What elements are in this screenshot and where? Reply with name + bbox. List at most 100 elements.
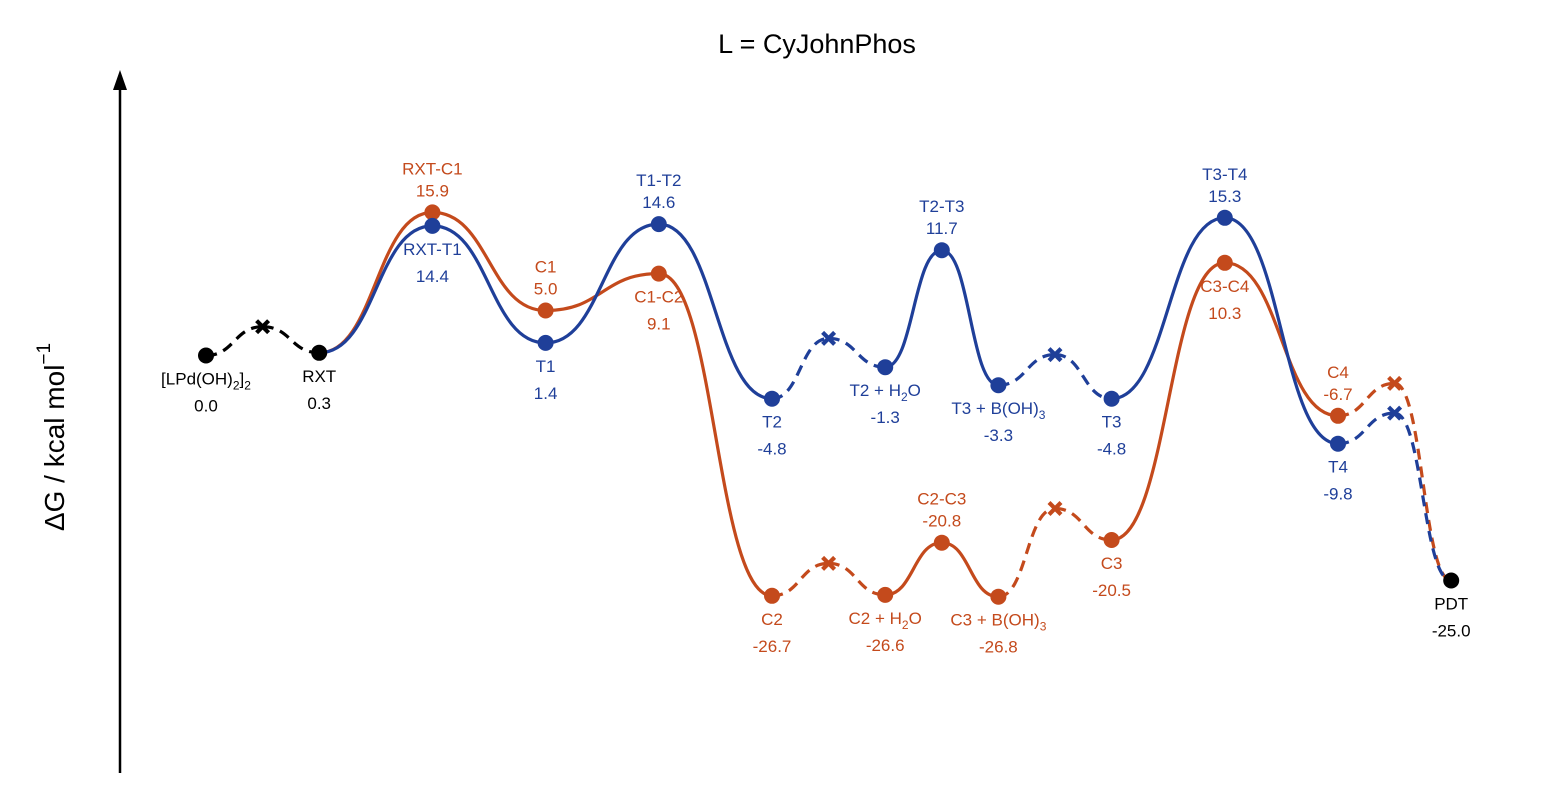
y-axis-arrowhead — [113, 70, 127, 90]
lbl-t1-t2: T1-T2 14.6 — [636, 171, 681, 212]
lbl-pdt: PDT -25.0 — [1432, 595, 1471, 641]
lbl-rxt-c1: RXT-C1 15.9 — [402, 159, 462, 200]
lbl-t3-boh3-value: -3.3 — [984, 426, 1013, 445]
orange-segment-C1-C1-C2 — [545, 272, 659, 313]
lbl-t3-boh3-name-part-1: 3 — [1039, 408, 1046, 422]
lbl-rxt-value: 0.3 — [307, 394, 331, 413]
lbl-t1-t2-value: 14.6 — [642, 193, 675, 212]
y-axis-label-group: ΔG / kcal mol−1 — [34, 343, 70, 531]
orange-point-C3-C4 — [1216, 254, 1233, 271]
blue-cross-xb3 — [1387, 405, 1403, 421]
lbl-c1-value: 5.0 — [534, 280, 558, 299]
orange-segment-C1-C2-C2 — [658, 272, 773, 598]
shared-cross-x0 — [255, 319, 271, 335]
lbl-c3-name: C3 — [1101, 554, 1123, 573]
orange-point-C1-C2 — [650, 265, 667, 282]
shared-point-PDT — [1443, 572, 1460, 589]
lbl-t2-h2o: T2 + H2O -1.3 — [849, 381, 920, 427]
lbl-rxt-c1-name: RXT-C1 — [402, 159, 462, 178]
orange-segment-xo1-C2+H2O — [828, 561, 886, 597]
lbl-t3-boh3-name-part-0: T3 + B(OH) — [951, 399, 1038, 418]
lbl-c2-h2o-name-part-2: O — [909, 609, 922, 628]
blue-point-T2-T3 — [933, 242, 950, 259]
lbl-c4-value: -6.7 — [1323, 385, 1352, 404]
lbl-t3-t4: T3-T4 15.3 — [1202, 165, 1247, 206]
lbl-c2-h2o-name: C2 + H2O — [849, 609, 922, 632]
lbl-t2-t3-name: T2-T3 — [919, 197, 964, 216]
lbl-c2-h2o-name-part-1: 2 — [902, 618, 909, 632]
lbl-t3-name: T3 — [1102, 413, 1122, 432]
shared-point-LPdOH2 — [198, 347, 214, 364]
curves-layer — [205, 210, 1452, 599]
lbl-c1-name: C1 — [535, 258, 557, 277]
lbl-c3: C3 -20.5 — [1092, 554, 1131, 600]
lbl-t2: T2 -4.8 — [757, 413, 786, 459]
lbl-t4-value: -9.8 — [1323, 485, 1352, 504]
lbl-c2-h2o: C2 + H2O -26.6 — [849, 609, 922, 655]
lbl-c4: C4 -6.7 — [1323, 363, 1352, 404]
blue-cross-xb1 — [821, 330, 837, 346]
blue-point-T1-T2 — [650, 216, 667, 233]
orange-segment-C2-C3-C3+BOH3 — [941, 541, 999, 599]
lbl-t2-t3: T2-T3 11.7 — [919, 197, 964, 238]
blue-point-T3+BOH3 — [990, 377, 1007, 394]
orange-cross-xo3 — [1387, 375, 1403, 391]
lbl-t1-name: T1 — [536, 357, 556, 376]
orange-point-C3+BOH3 — [990, 588, 1007, 605]
lbl-c2-h2o-value: -26.6 — [866, 636, 905, 655]
orange-segment-C2-xo1 — [771, 561, 829, 598]
blue-segment-T2-T3-T3+BOH3 — [941, 248, 999, 387]
lbl-rxt-t1: RXT-T1 14.4 — [403, 240, 462, 286]
lbl-c2-c3-value: -20.8 — [922, 512, 961, 531]
lbl-rxt: RXT 0.3 — [302, 367, 336, 413]
blue-cross-xb2 — [1047, 347, 1063, 363]
blue-point-T2+H2O — [877, 359, 894, 376]
blue-segment-xb3-PDT — [1394, 411, 1452, 583]
lbl-t2-value: -4.8 — [757, 440, 786, 459]
orange-segment-RXT-C1-C1 — [432, 210, 546, 313]
lbl-t2-h2o-name-part-2: O — [908, 381, 921, 400]
lbl-t4: T4 -9.8 — [1323, 458, 1352, 504]
lbl-t1-value: 1.4 — [534, 384, 558, 403]
lbl-c3-boh3-name: C3 + B(OH)3 — [950, 611, 1046, 634]
lbl-c2-name: C2 — [761, 610, 783, 629]
lbl-lpdoh2-value: 0.0 — [194, 397, 218, 416]
blue-point-RXT-T1 — [424, 217, 441, 234]
lbl-t3-t4-value: 15.3 — [1208, 187, 1241, 206]
lbl-lpdoh2-name-part-3: 2 — [244, 379, 251, 393]
lbl-t3-boh3: T3 + B(OH)3 -3.3 — [951, 399, 1045, 445]
blue-segment-T3-T3-T4 — [1111, 216, 1225, 401]
lbl-t4-name: T4 — [1328, 458, 1348, 477]
shared-segment-x0-RXT — [262, 325, 320, 355]
lbl-rxt-t1-value: 14.4 — [416, 267, 449, 286]
orange-segment-C2+H2O-C2-C3 — [885, 541, 942, 597]
orange-point-C3 — [1103, 532, 1120, 548]
orange-segment-xo2-C3 — [1054, 506, 1112, 542]
blue-segment-T3+BOH3-xb2 — [998, 353, 1056, 387]
lbl-c3-c4: C3-C4 10.3 — [1200, 277, 1249, 323]
lbl-t2-h2o-name-part-0: T2 + H — [849, 381, 901, 400]
blue-segment-T2-xb1 — [771, 336, 829, 401]
y-axis-label-superscript: −1 — [34, 343, 55, 365]
lbl-rxt-c1-value: 15.9 — [416, 181, 449, 200]
lbl-pdt-value: -25.0 — [1432, 622, 1471, 641]
lbl-c2: C2 -26.7 — [753, 610, 792, 656]
lbl-t2-h2o-name-part-1: 2 — [901, 390, 908, 404]
lbl-lpdoh2-name-part-0: [LPd(OH) — [161, 370, 233, 389]
orange-segment-C3-C3-C4 — [1111, 261, 1226, 542]
lbl-t3: T3 -4.8 — [1097, 413, 1126, 459]
blue-segment-RXT-RXT-T1 — [319, 224, 433, 355]
lbl-t2-t3-value: 11.7 — [926, 219, 958, 238]
lbl-c1-c2-value: 9.1 — [647, 315, 671, 334]
lbl-lpdoh2-name: [LPd(OH)2]2 — [161, 370, 251, 393]
lbl-t3-value: -4.8 — [1097, 440, 1126, 459]
orange-point-C2+H2O — [877, 586, 894, 603]
lbl-rxt-name: RXT — [302, 367, 336, 386]
lbl-t2-h2o-value: -1.3 — [871, 408, 900, 427]
blue-segment-T4-xb3 — [1337, 411, 1395, 446]
blue-point-T3-T4 — [1216, 209, 1233, 226]
orange-segment-C3+BOH3-xo2 — [998, 506, 1056, 599]
blue-segment-T1-T1-T2 — [545, 222, 659, 345]
orange-cross-xo2 — [1047, 501, 1063, 516]
y-axis-label: ΔG / kcal mol−1 — [34, 343, 70, 531]
